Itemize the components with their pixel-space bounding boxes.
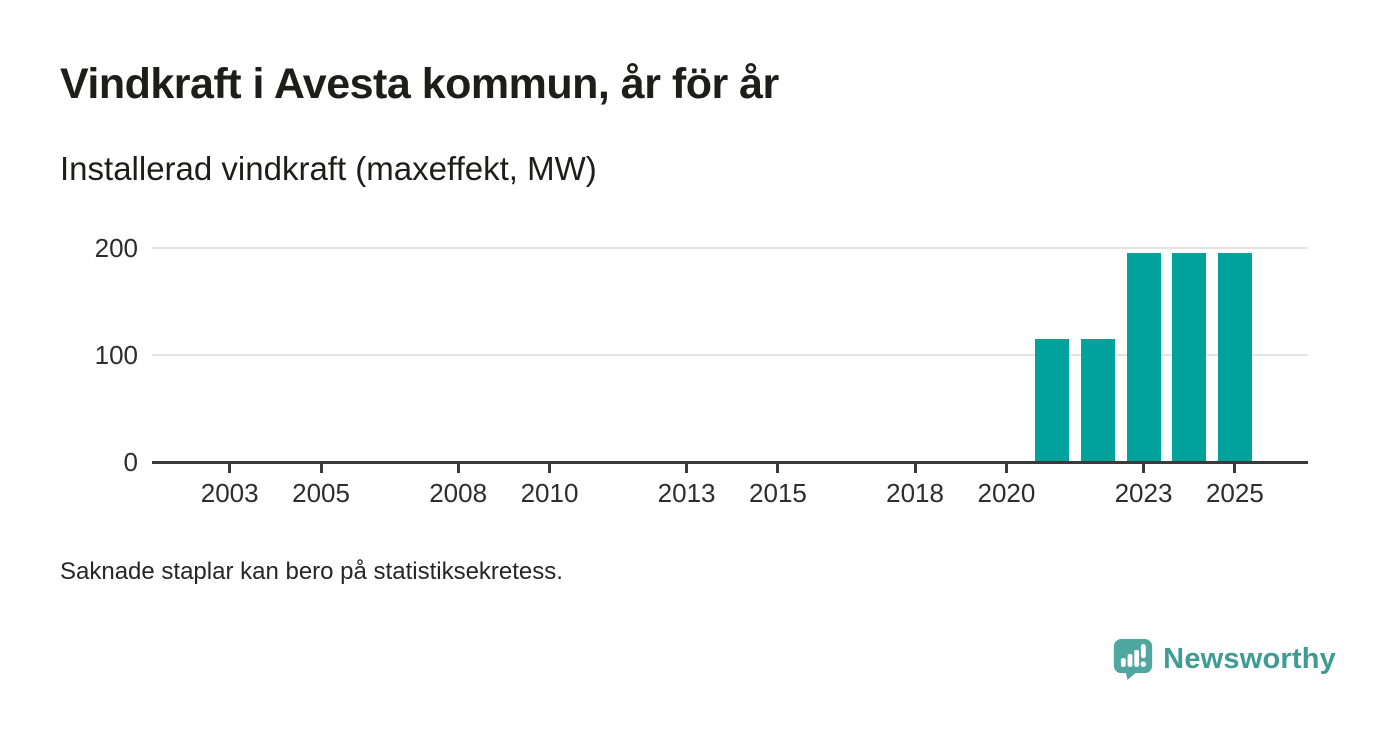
x-axis-tick: [548, 463, 552, 473]
x-axis-tick-label: 2013: [657, 478, 716, 508]
x-axis-tick-label: 2008: [429, 478, 488, 508]
x-axis-tick: [685, 463, 689, 473]
x-axis-tick-label: 2020: [977, 478, 1036, 508]
x-axis-tick: [1142, 463, 1145, 473]
x-axis-tick-label: 2003: [200, 478, 259, 508]
x-axis-line: [152, 460, 1308, 464]
chart-footnote: Saknade staplar kan bero på statistiksek…: [60, 558, 563, 585]
x-axis-tick-label: 2025: [1205, 478, 1264, 508]
gridline-200: [152, 247, 1308, 249]
bar-2022: [1080, 338, 1115, 462]
y-axis-tick-label: 0: [123, 447, 138, 477]
gridline-100: [152, 354, 1308, 356]
chart-title: Vindkraft i Avesta kommun, år för år: [60, 60, 779, 108]
speech-bubble-bar-chart-icon: [1114, 639, 1153, 680]
x-axis-tick: [228, 463, 232, 473]
bar-2021: [1035, 338, 1070, 462]
bar-2025: [1217, 253, 1252, 462]
y-axis-tick-label: 100: [94, 340, 138, 370]
x-axis-tick-label: 2023: [1114, 478, 1173, 508]
bar-2024: [1172, 253, 1207, 462]
x-axis-tick: [456, 463, 460, 473]
x-axis-tick-label: 2005: [292, 478, 350, 508]
x-axis-tick: [319, 463, 323, 473]
bar-2023: [1126, 253, 1161, 462]
x-axis-tick: [913, 463, 917, 473]
x-axis-tick: [776, 463, 780, 473]
newsworthy-brand: Newsworthy: [1113, 638, 1336, 680]
chart-subtitle: Installerad vindkraft (maxeffekt, MW): [60, 150, 597, 187]
x-axis-tick: [1004, 463, 1008, 473]
brand-wordmark: Newsworthy: [1163, 642, 1336, 675]
x-axis-tick-label: 2015: [749, 478, 807, 508]
x-axis-tick-label: 2018: [886, 478, 944, 508]
x-axis-tick: [1233, 463, 1237, 473]
x-axis-tick-label: 2010: [520, 478, 579, 508]
y-axis-tick-label: 200: [94, 233, 138, 263]
